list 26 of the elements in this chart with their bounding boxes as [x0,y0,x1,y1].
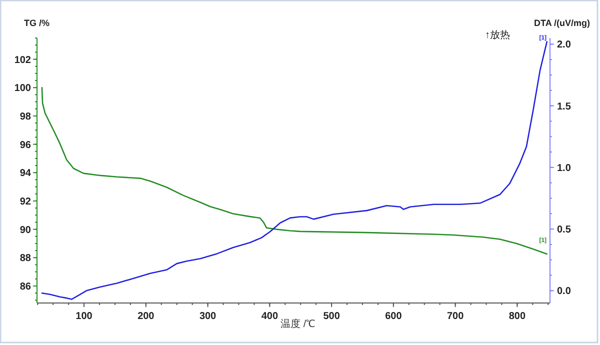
x-axis-title: 温度 /℃ [280,318,316,330]
y-axis-title: TG /% [24,18,50,28]
y-tick-label: 92 [20,196,32,208]
y-tick-label: 100 [14,83,32,94]
y-tick-label: 88 [20,253,32,264]
y2-tick-label: 1.5 [557,101,572,112]
x-tick-label: 200 [138,311,155,322]
y2-tick-label: 0.0 [557,286,572,298]
x-tick-label: 600 [385,311,402,322]
y2-tick-label: 1.0 [557,162,572,174]
x-tick-label: 400 [261,311,278,322]
x-tick-label: 300 [199,311,217,322]
y-tick-label: 94 [20,168,32,180]
y2-tick-label: 0.5 [557,224,572,236]
y2-axis-title: DTA /(uV/mg) [534,18,590,28]
y-tick-label: 90 [20,224,32,236]
y-tick-label: 86 [20,281,32,292]
y2-tick-label: 2.0 [557,40,572,51]
y-tick-label: 96 [20,140,32,151]
annotation: ↑放热 [485,30,510,41]
x-tick-label: 500 [323,311,340,322]
x-tick-label: 800 [508,311,526,322]
y-tick-label: 98 [20,111,32,122]
x-tick-label: 100 [76,311,93,322]
y-tick-label: 102 [14,54,32,66]
x-tick-label: 700 [446,311,464,322]
